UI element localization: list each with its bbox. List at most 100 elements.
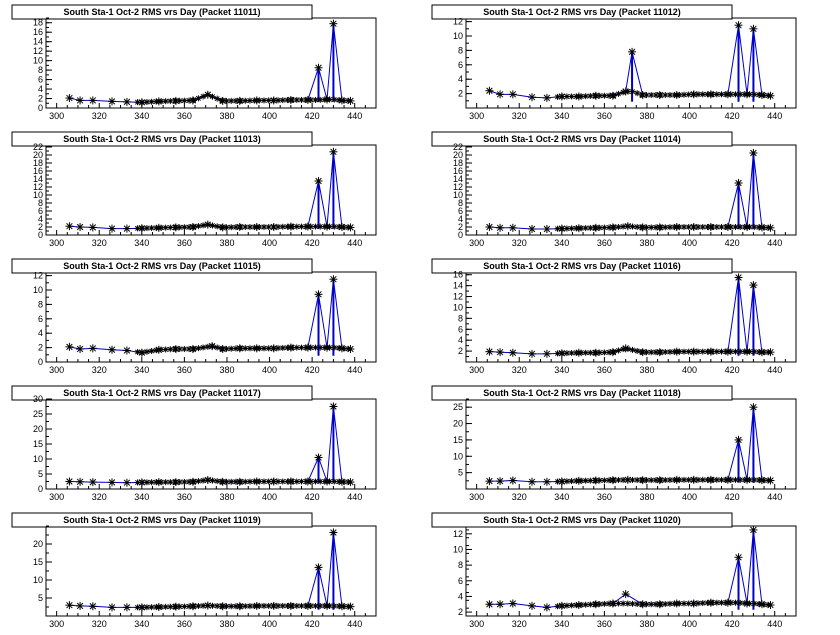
x-tick-label: 380 [639,111,654,121]
data-point [734,179,743,187]
y-tick-label: 8 [38,65,43,75]
y-tick-label: 20 [453,419,463,429]
title-box [431,131,733,147]
chart-title: South Sta-1 Oct-2 RMS vrs Day (Packet 11… [63,261,261,271]
data-point [88,223,97,232]
y-tick-label: 10 [33,190,43,200]
data-point [706,598,715,607]
plot-frame [465,144,797,236]
title-box [431,258,733,274]
data-point [608,223,617,232]
x-tick-label: 300 [469,111,484,121]
noise-marker [209,222,216,229]
data-point [171,96,180,105]
data-point [337,96,346,105]
data-point [496,348,505,357]
noise-marker [134,225,141,232]
data-point [346,96,355,105]
x-tick-label: 340 [134,492,149,502]
noise-marker [298,478,305,485]
x-tick-label: 320 [512,492,527,502]
data-point [689,599,698,608]
noise-marker [718,348,725,355]
data-point [122,224,131,233]
data-point [108,345,116,354]
data-point [108,478,116,487]
data-point [88,602,97,611]
x-tick-label: 320 [512,619,527,629]
y-tick-label: 0 [38,103,43,113]
data-point [723,90,732,99]
x-tick-label: 340 [134,111,149,121]
noise-marker [261,478,268,485]
chart-title: South Sta-1 Oct-2 RMS vrs Day (Packet 11… [483,134,681,144]
noise-marker [214,95,221,102]
y-tick-label: 16 [33,166,43,176]
noise-marker [228,97,235,104]
data-point [329,528,338,537]
noise-marker [732,348,739,355]
data-point [723,598,732,607]
data-point [252,601,261,610]
y-tick-label: 12 [453,17,463,27]
noise-marker [261,602,268,609]
data-point [557,601,566,610]
data-point [749,149,758,157]
data-point [638,476,647,485]
data-point [723,223,732,231]
y-tick-label: 14 [33,37,43,47]
x-tick-label: 400 [262,111,277,121]
y-tick-label: 8 [38,299,43,309]
data-point [108,97,116,106]
data-point [621,87,630,96]
data-point [171,602,180,611]
data-point [542,349,551,358]
data-point [485,477,494,486]
x-tick-label: 300 [49,365,64,375]
y-tick-label: 0 [38,357,43,367]
data-point [137,224,146,233]
data-point [171,223,180,232]
x-tick-label: 340 [134,238,149,248]
data-point [154,478,163,487]
x-tick-label: 340 [554,492,569,502]
data-point [154,603,163,611]
chart-panel: South Sta-1 Oct-2 RMS vrs Day (Packet 11… [11,131,377,248]
data-point [508,90,517,99]
noise-marker [317,478,324,485]
data-point [154,345,163,354]
data-point [749,525,758,534]
data-point [574,476,583,485]
y-tick-label: 10 [453,544,463,554]
data-point [557,477,566,486]
y-tick-label: 20 [33,424,43,434]
y-tick-label: 2 [458,607,463,617]
x-tick-label: 380 [219,619,234,629]
data-point [655,91,664,100]
data-point [508,599,517,608]
data-point [329,402,338,411]
y-tick-label: 5 [458,468,463,478]
noise-marker [751,91,758,98]
data-point [743,475,752,484]
y-tick-label: 14 [33,174,43,184]
noise-marker [200,477,207,484]
data-point [706,475,715,484]
x-tick-label: 440 [767,111,782,121]
chart-panel: South Sta-1 Oct-2 RMS vrs Day (Packet 11… [11,512,377,629]
x-tick-label: 360 [597,492,612,502]
data-point [137,98,146,107]
x-tick-label: 440 [347,619,362,629]
x-tick-label: 320 [92,111,107,121]
y-tick-label: 10 [453,451,463,461]
x-tick-label: 340 [554,365,569,375]
noise-marker [629,88,636,95]
x-tick-label: 360 [597,365,612,375]
series-line [69,23,351,103]
data-point [122,97,131,106]
y-tick-label: 22 [453,142,463,152]
chart-panel: South Sta-1 Oct-2 RMS vrs Day (Packet 11… [431,385,797,502]
y-tick-label: 20 [453,150,463,160]
chart-panel: South Sta-1 Oct-2 RMS vrs Day (Packet 11… [11,385,377,502]
y-tick-label: 10 [33,56,43,66]
